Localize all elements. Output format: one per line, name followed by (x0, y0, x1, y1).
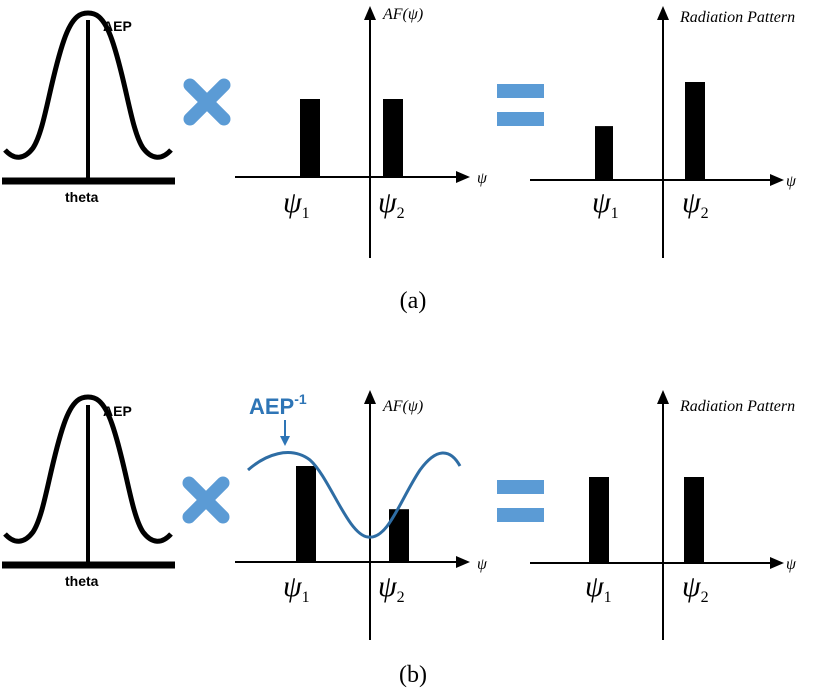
theta-label: theta (65, 573, 99, 589)
radiation-plot-b: Radiation Pattern ψ ψ1 ψ2 (530, 390, 797, 640)
multiply-icon (182, 476, 230, 524)
psi1-label: ψ1 (585, 570, 612, 606)
multiply-icon (183, 78, 231, 126)
radiation-plot-a: Radiation Pattern ψ ψ1 ψ2 (530, 6, 797, 258)
af-x-label: ψ (477, 556, 488, 573)
rad-x-arrow (770, 174, 784, 186)
rad-bar-psi1 (595, 126, 613, 180)
psi2-label: ψ2 (378, 186, 405, 222)
rad-y-arrow (657, 390, 669, 404)
rad-y-arrow (657, 6, 669, 20)
af-bar-psi2 (383, 99, 403, 177)
radiation-pattern-label: Radiation Pattern (679, 9, 795, 26)
equals-icon (497, 84, 544, 126)
aep-inverse-label: AEP-1 (249, 391, 307, 419)
af-y-arrow (364, 6, 376, 20)
psi2-label: ψ2 (682, 570, 709, 606)
rad-bar-psi1 (589, 477, 609, 563)
rad-x-arrow (770, 557, 784, 569)
af-x-label: ψ (477, 170, 488, 187)
radiation-pattern-label: Radiation Pattern (679, 398, 795, 415)
aep-element-pattern-a: AEP theta (2, 10, 175, 205)
theta-label: theta (65, 189, 99, 205)
psi1-label: ψ1 (592, 186, 619, 222)
af-plot-a: AF(ψ) ψ ψ1 ψ2 (235, 6, 488, 258)
rad-bar-psi2 (684, 477, 704, 563)
caption-b: (b) (399, 662, 427, 688)
aep-inverse-arrowhead (280, 436, 290, 446)
aep-bell-curve (3, 394, 173, 544)
af-y-arrow (364, 390, 376, 404)
panel-a: AEP theta AF(ψ) ψ ψ1 ψ2 (2, 6, 797, 314)
equals-icon (497, 480, 544, 522)
psi2-label: ψ2 (682, 186, 709, 222)
psi2-label: ψ2 (378, 570, 405, 606)
psi1-label: ψ1 (283, 186, 310, 222)
psi1-label: ψ1 (283, 570, 310, 606)
aep-label: AEP (103, 18, 132, 34)
caption-a: (a) (400, 288, 427, 314)
rad-x-label: ψ (786, 556, 797, 573)
af-axis-label: AF(ψ) (382, 398, 423, 415)
aep-inverse-curve (247, 451, 462, 539)
af-x-arrow (456, 171, 470, 183)
af-axis-label: AF(ψ) (382, 6, 423, 23)
af-bar-psi1 (296, 466, 316, 562)
rad-x-label: ψ (786, 173, 797, 190)
af-x-arrow (456, 556, 470, 568)
aep-label: AEP (103, 403, 132, 419)
af-bar-psi2 (389, 509, 409, 562)
aep-element-pattern-b: AEP theta (2, 394, 175, 589)
panel-b: AEP theta AF(ψ) ψ AEP-1 ψ1 ψ2 (2, 390, 797, 688)
af-plot-b: AF(ψ) ψ AEP-1 ψ1 ψ2 (235, 390, 488, 640)
af-bar-psi1 (300, 99, 320, 177)
aep-bell-curve (3, 10, 173, 160)
rad-bar-psi2 (685, 82, 705, 180)
